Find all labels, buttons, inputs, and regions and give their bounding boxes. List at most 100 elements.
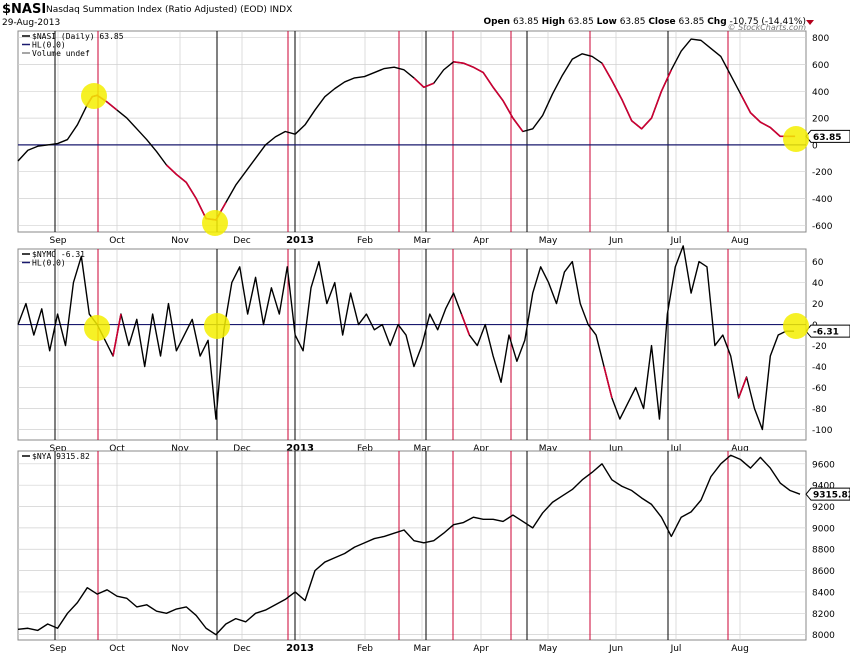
highlight-circle [81,83,107,109]
x-tick-label: Feb [357,236,373,246]
x-tick-label: Dec [233,236,250,246]
y-tick-label: -600 [812,222,833,232]
last-value-label: 63.85 [813,133,841,143]
legend-entry: $NYMO -6.31 [32,250,85,259]
last-value-badge: -6.31 [805,324,850,338]
y-tick-label: -40 [812,363,827,373]
open-value: 63.85 [512,17,539,27]
chg-label: Chg [707,17,727,27]
y-tick-label: -20 [812,342,827,352]
x-tick-label: Feb [357,444,373,454]
y-tick-label: 8600 [812,567,835,577]
y-tick-label: 9200 [812,503,835,513]
y-tick-label: 8800 [812,546,835,556]
panel-frame [17,248,807,441]
x-tick-label: Oct [109,236,125,246]
y-tick-label: 600 [812,61,829,71]
down-triangle-icon [806,20,814,25]
x-tick-label: Mar [414,236,431,246]
y-tick-label: 9400 [812,482,835,492]
high-label: High [541,17,566,27]
series-line-red-segment [112,313,122,357]
panel-frame [17,450,807,641]
y-tick-label: -400 [812,195,833,205]
last-value-label: 9315.82 [813,491,850,501]
x-tick-label: 2013 [286,235,314,246]
series-line [17,454,801,636]
x-tick-label: 2013 [286,643,314,654]
y-tick-label: 9600 [812,460,835,470]
series-line-red-segment [601,62,673,130]
y-tick-label: 40 [812,279,824,289]
x-tick-label: Jul [670,644,682,654]
x-tick-label: Sep [50,236,67,246]
series-line-red-segment [413,77,435,89]
x-tick-label: Mar [414,644,431,654]
close-label: Close [648,17,676,27]
legend-entry: Volume undef [32,49,90,58]
x-tick-label: May [539,444,558,454]
high-value: 63.85 [567,17,594,27]
y-tick-label: 800 [812,34,829,44]
x-tick-label: Jul [670,236,682,246]
x-tick-label: Nov [171,444,189,454]
y-tick-label: -80 [812,405,827,415]
low-label: Low [596,17,617,27]
x-tick-label: Apr [473,644,489,654]
highlight-circle [202,210,228,236]
y-tick-label: 9000 [812,524,835,534]
x-tick-label: Aug [731,236,749,246]
close-value: 63.85 [678,17,705,27]
y-tick-label: 20 [812,300,824,310]
chart-symbol: $NASI [2,2,47,17]
chart-date: 29-Aug-2013 [2,18,61,28]
series-line [17,245,795,431]
chg-value: -10.75 (-14.41%) [729,17,806,27]
last-value-box [805,129,850,143]
series-line-red-segment [603,366,613,399]
chart-description-text: Nasdaq Summation Index (Ratio Adjusted) … [46,5,267,15]
low-value: 63.85 [619,17,646,27]
x-tick-label: Sep [50,644,67,654]
highlight-circle [84,315,110,341]
x-tick-label: Jul [670,444,682,454]
x-tick-label: Feb [357,644,373,654]
chart-description: Nasdaq Summation Index (Ratio Adjusted) … [46,5,292,15]
last-value-badge: 9315.82 [805,487,850,501]
y-tick-label: -60 [812,384,827,394]
series-line-red-segment [460,313,471,336]
x-tick-label: Aug [731,644,749,654]
y-tick-label: 8200 [812,610,835,620]
x-tick-label: Mar [414,444,431,454]
credit-text: © StockCharts.com [727,23,806,32]
last-value-label: -6.31 [813,328,839,338]
x-tick-label: 2013 [286,443,314,454]
legend-entry: HL(0.0) [32,259,66,268]
x-tick-label: Dec [233,644,250,654]
highlight-circle [783,126,809,152]
open-label: Open [483,17,511,27]
x-tick-label: May [539,644,558,654]
x-tick-label: Apr [473,236,489,246]
x-tick-label: Nov [171,644,189,654]
last-value-box [805,487,850,501]
legend-entry: $NYA 9315.82 [32,452,90,461]
y-tick-label: 0 [812,141,818,151]
chart-exchange: INDX [269,5,293,15]
legend-entry: HL(0.0) [32,41,66,50]
y-tick-label: -100 [812,426,833,436]
series-line-red-segment [737,376,748,399]
y-tick-label: 8400 [812,588,835,598]
x-tick-label: Dec [233,444,250,454]
highlight-circle [783,313,809,339]
y-tick-label: 400 [812,88,829,98]
series-line-red-segment [453,61,524,132]
x-tick-label: Aug [731,444,749,454]
x-tick-label: May [539,236,558,246]
panel-frame [17,30,807,233]
x-tick-label: Sep [50,444,67,454]
last-value-box [805,324,850,338]
x-tick-label: Apr [473,444,489,454]
